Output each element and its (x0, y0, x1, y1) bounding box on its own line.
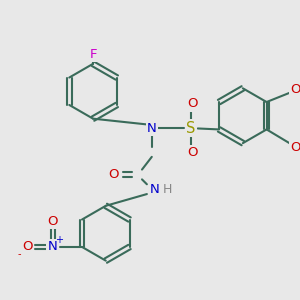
Text: +: + (56, 235, 64, 245)
Text: O: O (291, 141, 300, 154)
Text: N: N (150, 183, 160, 196)
Text: O: O (188, 98, 198, 110)
Text: H: H (163, 183, 172, 196)
Text: N: N (48, 240, 58, 254)
Text: F: F (89, 47, 97, 61)
Text: -: - (18, 249, 21, 259)
Text: O: O (47, 215, 58, 228)
Text: O: O (188, 146, 198, 159)
Text: S: S (186, 121, 196, 136)
Text: O: O (291, 83, 300, 96)
Text: O: O (108, 168, 119, 181)
Text: N: N (147, 122, 157, 135)
Text: O: O (22, 240, 32, 254)
